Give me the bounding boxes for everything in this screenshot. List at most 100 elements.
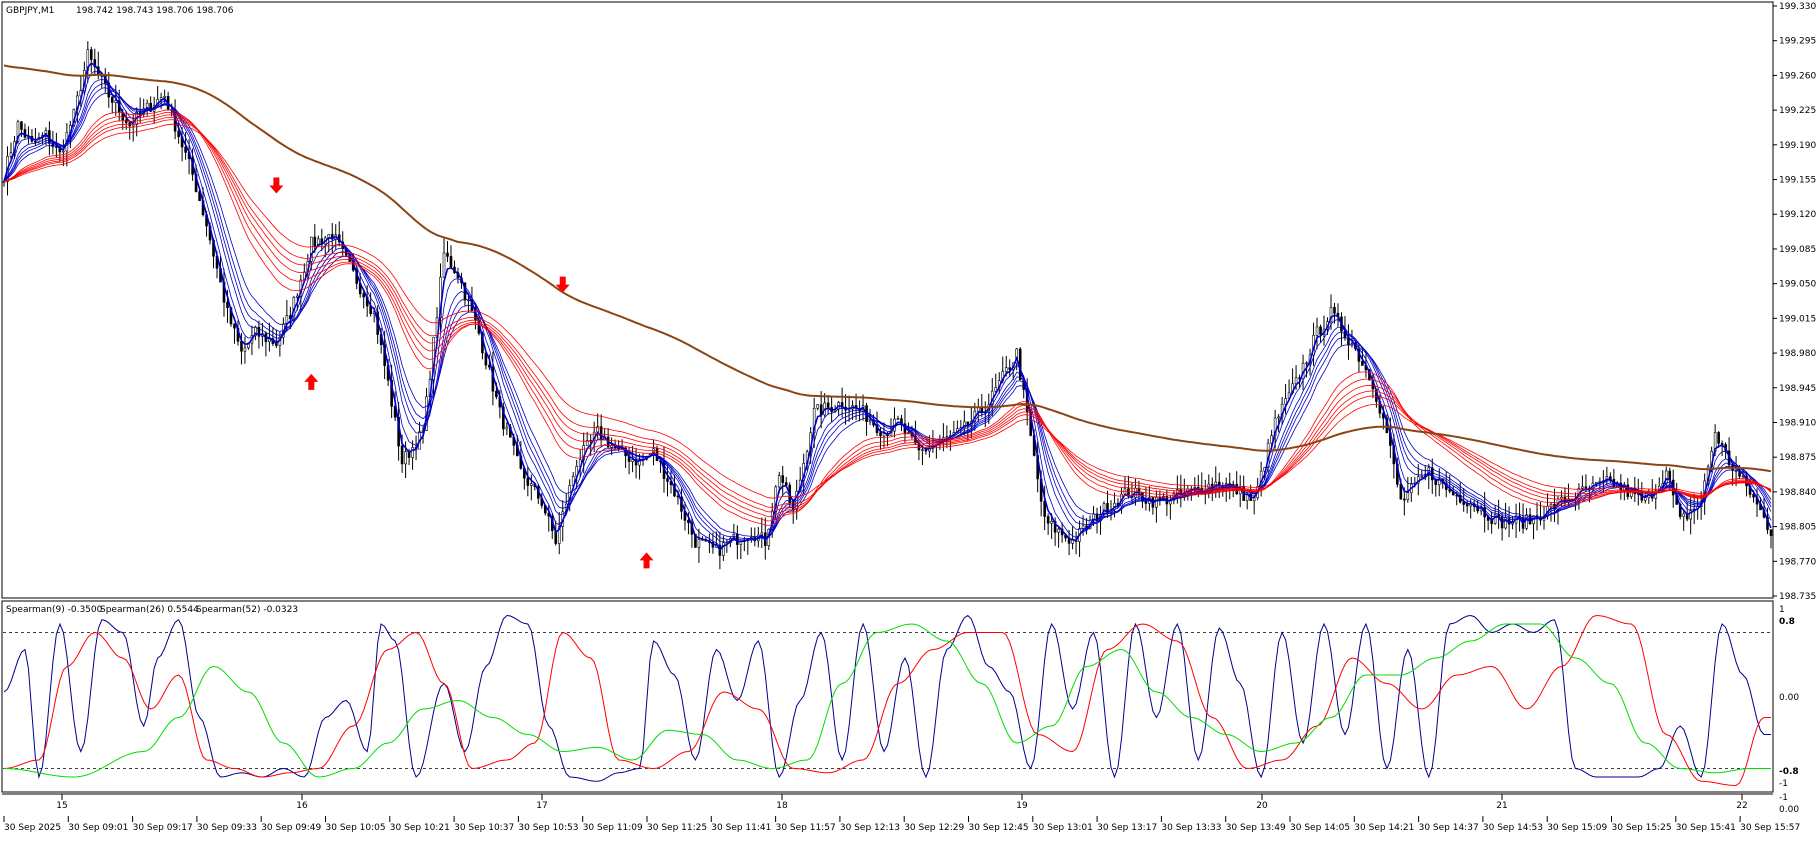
candle-body <box>1071 539 1074 544</box>
osc-tick-08: 0.8 <box>1779 617 1795 627</box>
candle-body <box>1057 528 1060 533</box>
candle-body <box>1315 326 1319 336</box>
candle-body <box>1581 486 1584 489</box>
quote-label: 198.742 198.743 198.706 198.706 <box>76 6 234 16</box>
candle-body <box>1319 326 1322 335</box>
candle-body <box>1277 416 1280 419</box>
candle-body <box>404 451 407 465</box>
candle-body <box>177 130 180 138</box>
osc-tick-000b: 0.00 <box>1779 805 1799 815</box>
candle-body <box>1664 470 1668 484</box>
candle-body <box>313 236 317 247</box>
time-tick-label: 30 Sep 12:45 <box>969 823 1029 833</box>
candle-body <box>697 539 701 548</box>
candle-body <box>777 475 781 488</box>
candle-body <box>1493 514 1497 524</box>
spearman-series-line <box>3 623 1771 778</box>
candle-body <box>526 477 530 486</box>
candle-body <box>921 449 924 451</box>
day-tick-label: 20 <box>1256 801 1268 811</box>
time-tick-label: 30 Sep 14:53 <box>1483 823 1543 833</box>
candle-body <box>631 459 634 462</box>
candle-body <box>557 526 561 544</box>
price-tick-label: 199.120 <box>1779 210 1816 220</box>
osc-tick-m1: -1 <box>1779 779 1788 789</box>
price-tick-label: 199.155 <box>1779 176 1816 186</box>
time-tick-label: 30 Sep 10:05 <box>326 823 386 833</box>
candle-body <box>1053 521 1057 533</box>
time-tick-label: 30 Sep 11:09 <box>583 823 643 833</box>
candle-body <box>442 252 446 278</box>
candle-body <box>1004 367 1008 372</box>
sell-arrow-marker <box>269 177 284 194</box>
candle-body <box>149 102 152 112</box>
fast-ma-line <box>3 70 1772 548</box>
candle-body <box>907 432 910 434</box>
candle-body <box>55 146 58 148</box>
candle-body <box>1720 443 1724 445</box>
time-tick-label: 30 Sep 11:57 <box>776 823 836 833</box>
candle-body <box>62 150 65 153</box>
candle-body <box>1050 521 1053 524</box>
candle-body <box>124 119 128 124</box>
candle-body <box>110 96 114 103</box>
price-tick-label: 198.805 <box>1779 523 1816 533</box>
price-tick-label: 198.840 <box>1779 488 1816 498</box>
time-tick-label: 30 Sep 11:41 <box>711 823 771 833</box>
candle-body <box>20 121 23 130</box>
candle-body <box>184 146 187 153</box>
candle-body <box>1361 361 1364 366</box>
spearman52-label: Spearman(52) -0.0323 <box>196 605 298 615</box>
price-tick-label: 199.295 <box>1779 37 1816 47</box>
candle-body <box>400 445 404 465</box>
osc-tick-m1b: -1 <box>1779 793 1788 803</box>
candle-body <box>1769 529 1773 536</box>
time-tick-label: 30 Sep 15:57 <box>1740 823 1800 833</box>
candle-body <box>784 482 788 486</box>
price-tick-label: 198.770 <box>1779 557 1816 567</box>
price-tick-label: 198.875 <box>1779 453 1816 463</box>
fast-ma-line <box>3 78 1772 543</box>
slow-ma-line <box>3 123 1772 499</box>
candle-body <box>722 542 725 556</box>
candle-body <box>945 436 949 439</box>
candle-body <box>816 404 819 409</box>
price-tick-label: 199.085 <box>1779 245 1816 255</box>
candle-body <box>9 152 13 157</box>
price-tick-label: 199.260 <box>1779 71 1816 81</box>
candle-body <box>257 326 261 337</box>
slow-ma-line <box>3 114 1772 517</box>
candle-body <box>1333 306 1336 314</box>
candle-body <box>879 432 882 437</box>
price-tick-label: 199.330 <box>1779 2 1816 12</box>
candle-body <box>502 406 505 430</box>
price-axis: 199.330 199.295 199.260 199.225 199.190 199.1… <box>1773 2 1816 602</box>
price-tick-label: 199.050 <box>1779 280 1816 290</box>
candle-body <box>90 49 93 60</box>
candle-body <box>411 447 414 458</box>
time-tick-label: 30 Sep 13:33 <box>1161 823 1221 833</box>
candle-body <box>362 293 365 298</box>
time-tick-label: 30 Sep 14:37 <box>1419 823 1479 833</box>
candle-body <box>1270 435 1273 444</box>
candle-body <box>1081 525 1085 529</box>
candle-body <box>924 449 928 452</box>
price-tick-label: 198.735 <box>1779 592 1816 602</box>
candle-body <box>1155 497 1158 508</box>
spearman9-label: Spearman(9) -0.3500 <box>6 605 103 615</box>
time-tick-label: 30 Sep 12:13 <box>840 823 900 833</box>
candle-body <box>638 459 641 466</box>
candle-body <box>1008 367 1012 370</box>
sell-arrow-marker <box>555 276 570 293</box>
candle-body <box>243 347 247 352</box>
slow-ma-line <box>3 109 1772 526</box>
candle-body <box>868 420 872 423</box>
fast-ma-line <box>3 92 1772 538</box>
candle-body <box>687 520 690 524</box>
day-tick-label: 16 <box>296 801 308 811</box>
day-tick-label: 15 <box>56 801 67 811</box>
spearman-series-line <box>3 614 1771 787</box>
candle-body <box>1525 514 1528 529</box>
candle-body <box>666 478 669 482</box>
candle-body <box>495 390 498 398</box>
